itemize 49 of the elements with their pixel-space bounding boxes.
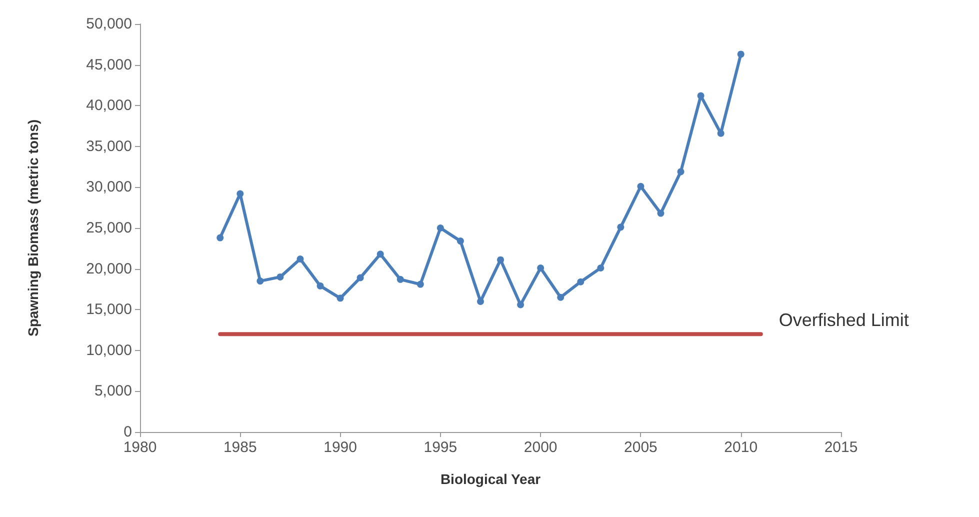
point <box>617 224 624 231</box>
point <box>737 50 744 58</box>
y-tick-label: 20,000 <box>86 260 132 278</box>
point <box>296 256 304 263</box>
point <box>456 238 464 245</box>
y-tick-label: 35,000 <box>86 138 132 155</box>
point <box>637 182 644 190</box>
point <box>236 190 244 198</box>
x-tick-label: 2005 <box>624 439 658 456</box>
x-tick-label: 1990 <box>324 439 357 456</box>
y-tick-label: 10,000 <box>86 342 132 359</box>
point <box>216 234 224 242</box>
point <box>557 294 564 301</box>
point <box>276 273 284 280</box>
series-label: Overfished Limit <box>778 310 909 330</box>
point <box>577 278 584 286</box>
x-tick-label: 1985 <box>223 439 257 456</box>
point <box>677 168 684 176</box>
point <box>537 264 544 272</box>
point <box>517 301 524 308</box>
point <box>717 130 724 137</box>
y-tick-label: 45,000 <box>86 56 132 74</box>
x-tick-label: 1995 <box>424 439 458 456</box>
y-tick-label: 5,000 <box>94 382 132 400</box>
point <box>657 210 664 217</box>
y-tick-label: 0 <box>124 424 132 440</box>
point <box>476 298 484 305</box>
y-tick-label: 15,000 <box>86 301 132 318</box>
x-tick-label: 2015 <box>824 439 858 456</box>
point <box>597 264 604 272</box>
y-tick-label: 40,000 <box>86 97 132 114</box>
y-axis-title: Spawning Biomass (metric tons) <box>25 119 41 337</box>
y-tick-label: 50,000 <box>86 16 132 32</box>
x-tick-label: 1980 <box>123 439 157 456</box>
point <box>396 276 404 283</box>
y-tick-label: 30,000 <box>86 178 132 196</box>
point <box>697 92 704 100</box>
x-tick-label: 2000 <box>524 439 558 456</box>
point <box>416 280 424 288</box>
point <box>336 294 344 302</box>
y-tick-label: 25,000 <box>86 220 132 236</box>
point <box>356 274 364 282</box>
point <box>376 250 384 258</box>
x-tick-label: 2010 <box>724 439 758 456</box>
point <box>497 256 504 264</box>
x-axis-title: Biological Year <box>440 471 542 487</box>
point <box>316 282 324 290</box>
point <box>436 224 444 232</box>
point <box>256 278 264 285</box>
